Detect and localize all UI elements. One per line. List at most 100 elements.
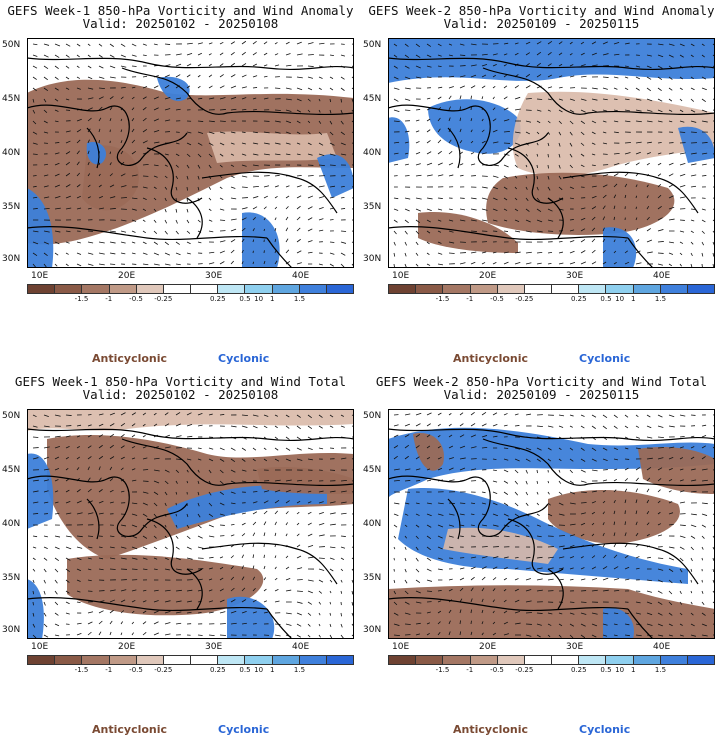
- wind-arrow: [43, 414, 49, 418]
- wind-arrow: [635, 262, 642, 265]
- wind-arrow: [164, 119, 171, 122]
- wind-arrow: [318, 76, 323, 79]
- wind-arrow: [514, 186, 517, 190]
- wind-arrow: [109, 568, 116, 570]
- coastline: [388, 226, 629, 241]
- colorbar-label: -1.5: [74, 666, 89, 674]
- wind-arrow: [142, 610, 147, 614]
- wind-arrow: [263, 554, 265, 559]
- wind-arrow: [186, 480, 189, 484]
- wind-arrow: [329, 512, 336, 515]
- wind-arrow: [131, 96, 135, 100]
- wind-arrow: [54, 513, 60, 515]
- wind-arrow: [252, 217, 256, 221]
- wind-arrow: [503, 588, 507, 592]
- wind-arrow: [351, 54, 354, 57]
- colorbar-label: 1: [270, 295, 275, 303]
- wind-arrow: [340, 623, 343, 628]
- wind-arrow: [646, 109, 653, 112]
- wind-arrow: [657, 590, 663, 594]
- colorbar-swatch: [272, 285, 300, 293]
- wind-arrow: [208, 208, 212, 211]
- wind-arrow: [503, 261, 509, 265]
- wind-arrow: [340, 414, 344, 417]
- coastline: [201, 542, 338, 585]
- wind-arrow: [569, 164, 573, 169]
- wind-arrow: [230, 565, 234, 570]
- wind-arrow: [558, 425, 564, 428]
- wind-arrow: [393, 54, 398, 58]
- wind-arrow: [536, 567, 543, 570]
- wind-arrow: [657, 98, 663, 102]
- wind-arrow: [98, 423, 104, 427]
- wind-arrow: [690, 568, 693, 572]
- wind-arrow: [558, 458, 562, 462]
- wind-arrow: [197, 131, 204, 134]
- wind-arrow: [503, 535, 510, 538]
- wind-arrow: [87, 466, 90, 471]
- wind-arrow: [426, 590, 433, 592]
- wind-arrow: [690, 54, 694, 58]
- wind-arrow: [701, 230, 705, 234]
- wind-arrow: [646, 87, 652, 92]
- wind-arrow: [635, 601, 641, 604]
- wind-arrow: [252, 40, 257, 45]
- wind-arrow: [318, 425, 323, 429]
- wind-arrow: [646, 533, 650, 537]
- wind-arrow: [340, 142, 346, 146]
- wind-arrow: [307, 590, 313, 594]
- wind-arrow: [657, 414, 663, 418]
- wind-arrow: [263, 577, 267, 581]
- wind-arrow: [613, 554, 618, 559]
- wind-arrow: [87, 434, 92, 438]
- wind-arrow: [186, 63, 192, 67]
- wind-arrow: [613, 131, 619, 134]
- wind-arrow: [415, 208, 422, 212]
- wind-arrow: [657, 612, 663, 616]
- wind-arrow: [109, 162, 112, 166]
- wind-arrow: [591, 414, 597, 418]
- wind-arrow: [98, 477, 102, 482]
- colorbar-label: 0.25: [209, 295, 226, 303]
- wind-arrow: [503, 107, 509, 111]
- colorbar-label: -1: [466, 295, 474, 303]
- wind-arrow: [219, 634, 226, 636]
- wind-arrow: [503, 153, 510, 156]
- wind-arrow: [76, 568, 82, 572]
- wind-arrow: [536, 186, 539, 191]
- map-frame: [388, 409, 715, 639]
- wind-arrow: [558, 623, 563, 627]
- wind-arrow: [351, 447, 354, 449]
- wind-arrow: [613, 53, 620, 56]
- wind-arrow: [340, 241, 347, 244]
- wind-arrow: [164, 230, 168, 235]
- wind-arrow: [459, 423, 464, 427]
- wind-arrow: [197, 634, 203, 636]
- wind-arrow: [646, 54, 652, 57]
- wind-arrow: [437, 263, 444, 266]
- wind-arrow: [76, 579, 81, 582]
- wind-arrow: [536, 74, 542, 78]
- wind-arrow: [525, 447, 532, 451]
- wind-arrow: [54, 142, 60, 144]
- wind-arrow: [230, 469, 236, 473]
- wind-arrow: [470, 219, 477, 222]
- wind-arrow: [32, 263, 37, 268]
- wind-arrow: [241, 565, 244, 570]
- wind-arrow: [492, 588, 496, 592]
- wind-arrow: [208, 589, 213, 592]
- wind-arrow: [602, 522, 605, 526]
- wind-arrow: [54, 468, 60, 471]
- wind-arrow: [470, 261, 476, 265]
- wind-arrow: [668, 252, 674, 255]
- coastline: [186, 568, 203, 610]
- wind-arrow: [208, 413, 213, 416]
- wind-arrow: [426, 208, 432, 212]
- wind-arrow: [393, 513, 399, 517]
- wind-arrow: [131, 150, 137, 155]
- colorbar-swatch: [579, 656, 607, 664]
- wind-arrow: [624, 566, 630, 570]
- wind-arrow: [142, 502, 148, 506]
- wind-arrow: [415, 480, 421, 482]
- wind-arrow: [558, 109, 563, 113]
